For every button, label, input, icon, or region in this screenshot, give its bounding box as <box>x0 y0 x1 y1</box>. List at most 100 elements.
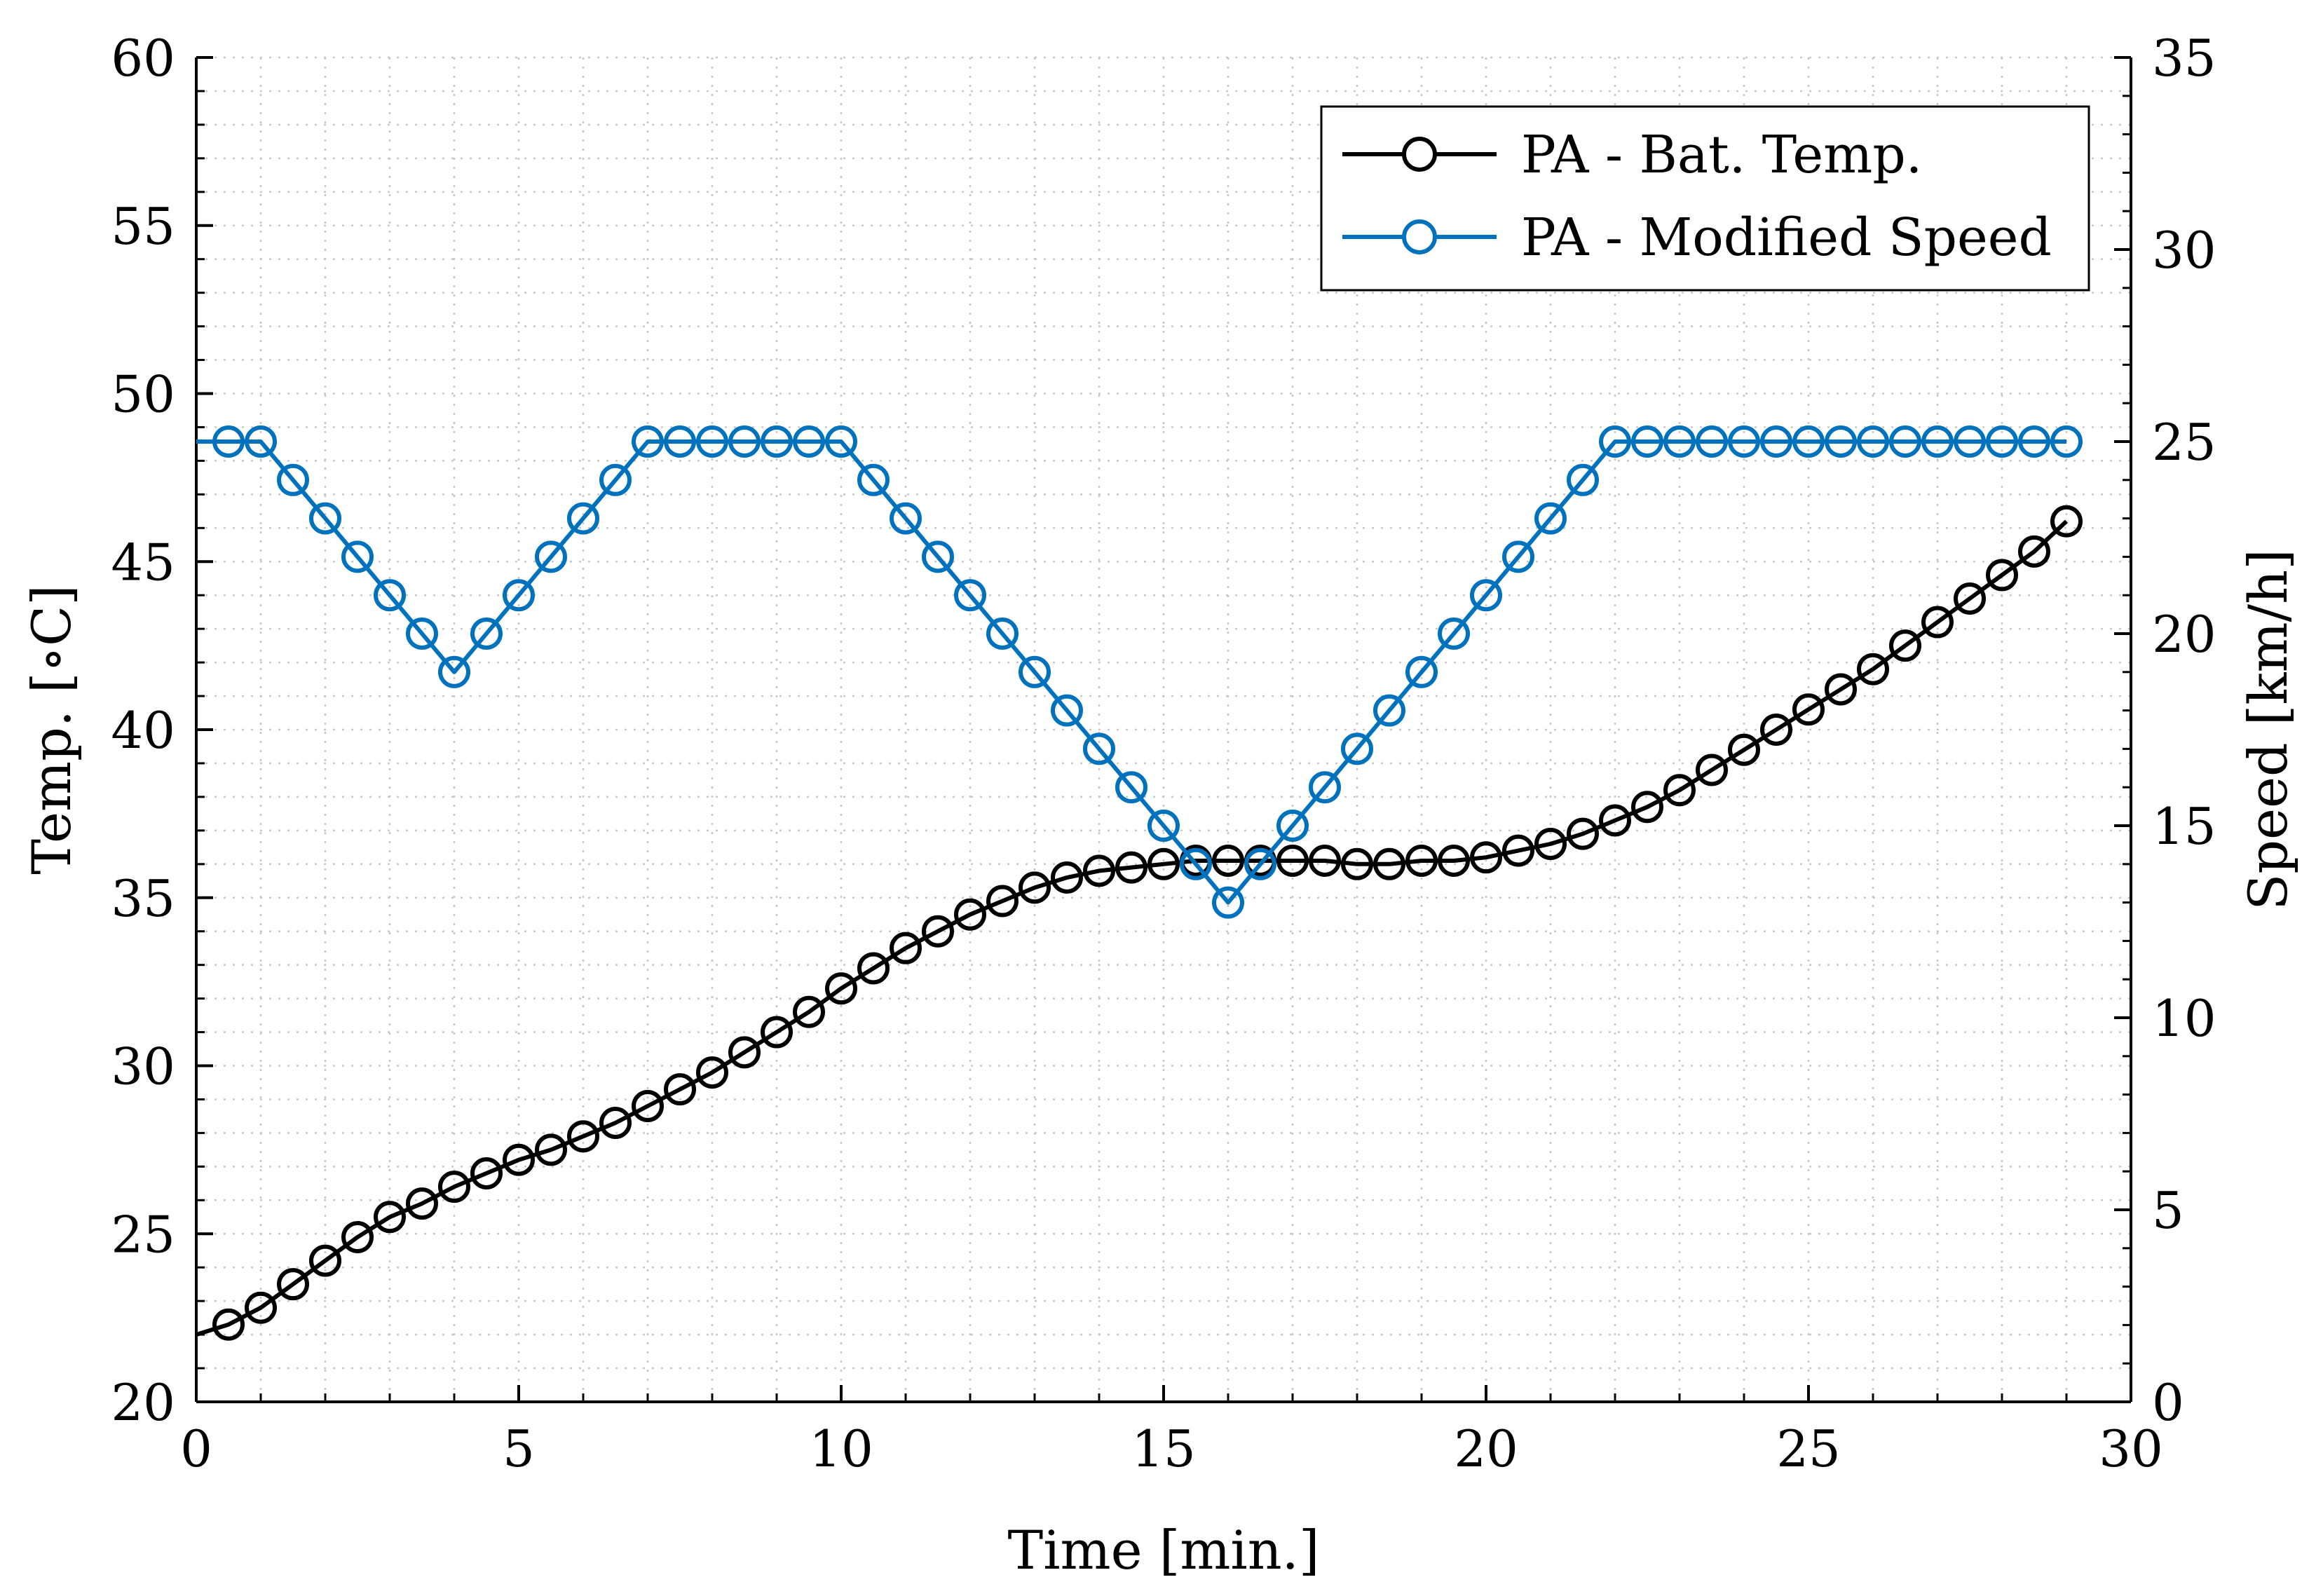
data-point-temp <box>245 1291 277 1324</box>
data-point-temp <box>825 972 857 1005</box>
y-left-tick-label: 25 <box>111 1205 175 1264</box>
x-tick-label: 10 <box>809 1419 873 1478</box>
data-point-speed <box>890 502 922 535</box>
data-point-temp <box>1567 817 1599 850</box>
data-point-temp <box>374 1201 406 1234</box>
y-right-tick-label: 30 <box>2152 221 2216 280</box>
data-point-speed <box>1147 810 1180 842</box>
data-point-speed <box>1728 425 1760 458</box>
data-point-speed <box>1889 425 1921 458</box>
data-point-speed <box>374 579 406 612</box>
data-point-temp <box>1115 851 1147 884</box>
data-point-temp <box>1889 629 1921 662</box>
x-tick-label: 5 <box>503 1419 535 1478</box>
data-point-temp <box>277 1268 309 1301</box>
series-layer <box>196 425 2083 1341</box>
y-right-axis-title: Speed [km/h] <box>2237 549 2299 910</box>
legend: PA - Bat. Temp. PA - Modified Speed <box>1320 105 2090 292</box>
y-left-tick-label: 40 <box>111 701 175 760</box>
y-right-tick-label: 0 <box>2152 1373 2184 1432</box>
data-point-speed <box>438 655 470 688</box>
x-tick-label: 0 <box>180 1419 212 1478</box>
data-point-temp <box>567 1120 599 1153</box>
y-right-tick-label: 25 <box>2152 413 2216 472</box>
data-point-temp <box>1405 845 1438 878</box>
data-point-temp <box>1051 861 1083 894</box>
data-point-temp <box>1696 753 1728 786</box>
y-left-tick-label: 30 <box>111 1037 175 1096</box>
data-point-temp <box>212 1308 245 1341</box>
data-point-speed <box>761 425 793 458</box>
data-point-speed <box>1567 463 1599 496</box>
data-point-speed <box>922 540 954 573</box>
data-point-temp <box>1373 847 1405 880</box>
series-temp <box>196 505 2083 1341</box>
legend-marker-speed <box>1402 219 1437 254</box>
data-point-speed <box>212 425 245 458</box>
x-tick-label: 15 <box>1131 1419 1196 1478</box>
y-left-tick-label: 20 <box>111 1373 175 1432</box>
data-point-temp <box>1276 845 1309 878</box>
data-point-speed <box>696 425 728 458</box>
data-point-temp <box>1954 582 1986 615</box>
y-right-tick-label: 15 <box>2152 797 2216 856</box>
data-point-speed <box>2050 425 2083 458</box>
data-point-temp <box>2050 505 2083 538</box>
data-point-speed <box>1663 425 1696 458</box>
data-point-temp <box>2018 535 2050 568</box>
data-point-temp <box>793 995 825 1028</box>
data-point-speed <box>599 463 632 496</box>
data-point-temp <box>1986 559 2018 592</box>
x-tick-label: 25 <box>1776 1419 1841 1478</box>
data-point-speed <box>825 425 857 458</box>
data-point-temp <box>1438 845 1470 878</box>
data-point-speed <box>1212 886 1244 919</box>
y-right-tick-label: 10 <box>2152 989 2216 1048</box>
data-point-speed <box>857 463 890 496</box>
y-left-tick-label: 45 <box>111 533 175 592</box>
data-point-temp <box>503 1143 535 1176</box>
data-point-temp <box>632 1090 664 1123</box>
data-point-temp <box>1470 841 1502 874</box>
legend-sample-speed <box>1342 219 1497 254</box>
data-point-speed <box>245 425 277 458</box>
data-point-temp <box>1502 834 1534 867</box>
data-point-speed <box>986 618 1019 650</box>
data-point-temp <box>954 898 986 931</box>
y-right-tick-label: 20 <box>2152 605 2216 664</box>
axes <box>195 56 2132 1403</box>
data-point-speed <box>1954 425 1986 458</box>
data-point-temp <box>1212 845 1244 878</box>
data-point-speed <box>2018 425 2050 458</box>
data-point-speed <box>1631 425 1663 458</box>
series-speed <box>196 425 2083 919</box>
data-point-temp <box>728 1036 761 1069</box>
data-point-speed <box>1309 771 1341 804</box>
legend-box <box>1320 105 2090 292</box>
data-point-speed <box>470 618 503 650</box>
data-point-speed <box>793 425 825 458</box>
data-point-speed <box>1921 425 1954 458</box>
data-point-temp <box>309 1244 341 1277</box>
data-point-speed <box>728 425 761 458</box>
data-point-speed <box>567 502 599 535</box>
y-left-tick-label: 60 <box>111 29 175 88</box>
data-point-speed <box>1470 579 1502 612</box>
data-point-temp <box>406 1187 438 1220</box>
data-point-speed <box>664 425 696 458</box>
data-point-speed <box>1115 771 1147 804</box>
data-point-temp <box>1825 673 1857 706</box>
data-point-temp <box>1857 653 1889 686</box>
data-point-speed <box>1502 540 1534 573</box>
data-point-temp <box>986 885 1019 918</box>
data-point-speed <box>1438 618 1470 650</box>
legend-marker-temp <box>1402 137 1437 172</box>
data-point-speed <box>406 618 438 650</box>
data-point-speed <box>309 502 341 535</box>
data-point-temp <box>857 952 890 985</box>
data-point-temp <box>470 1157 503 1189</box>
data-point-temp <box>1147 847 1180 880</box>
y-right-tick-label: 35 <box>2152 29 2216 88</box>
